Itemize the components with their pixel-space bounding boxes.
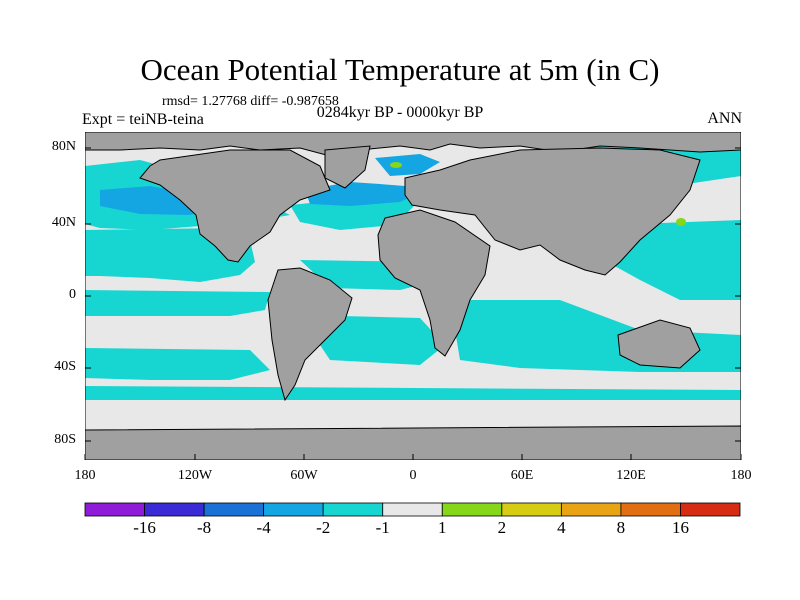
equatorial-pacific-cool-band (85, 290, 270, 316)
colorbar (84, 502, 741, 517)
latitude-ticks (85, 147, 741, 442)
colorbar-swatch (620, 502, 681, 517)
colorbar-swatch (680, 502, 741, 517)
lon-tick-label: 60E (510, 468, 534, 483)
period-label: 0284kyr BP - 0000kyr BP (316, 104, 484, 121)
kuroshio-warm-patch (676, 218, 686, 226)
colorbar-swatch (203, 502, 265, 517)
warm-anomaly-layer (390, 162, 686, 226)
south-pacific-cool-band (85, 348, 270, 380)
eurasia (404, 147, 701, 276)
colorbar-label: -16 (133, 518, 156, 537)
colorbar-label: -8 (196, 518, 212, 537)
north-atlantic-cold-patch (305, 182, 430, 206)
north-america (139, 149, 331, 263)
colorbar-label: 16 (671, 518, 689, 537)
greenland (324, 145, 371, 189)
colorbar-swatch (560, 502, 622, 517)
lon-tick-label: 180 (730, 468, 752, 483)
lat-tick-label: 80S (54, 432, 76, 447)
stats-label: rmsd= 1.27768 diff= -0.987658 (162, 94, 339, 109)
colorbar-label: -1 (375, 518, 390, 537)
lon-tick-label: 60W (290, 468, 318, 483)
lon-tick-label: 120W (177, 468, 213, 483)
colorbar-swatch (144, 502, 205, 517)
nordic-warm-patch (390, 162, 402, 168)
colorbar-swatch (322, 502, 384, 517)
colorbar-swatch (501, 502, 562, 517)
lon-tick-label: 120E (616, 468, 646, 483)
lat-tick-label: 0 (69, 287, 76, 302)
experiment-label: Expt = teiNB-teina (82, 111, 204, 128)
southern-ocean-cool-band (85, 386, 741, 400)
colorbar-swatch (382, 502, 443, 517)
plot-title: Ocean Potential Temperature at 5m (in C) (140, 52, 660, 87)
africa (377, 209, 491, 357)
lat-tick-label: 80N (51, 139, 76, 154)
season-label: ANN (707, 110, 742, 127)
colorbar-label: 1 (438, 518, 447, 537)
colorbar-swatch (84, 502, 145, 517)
south-america (267, 267, 353, 402)
lat-tick-label: 40N (51, 215, 76, 230)
colorbar-label: 8 (616, 518, 626, 537)
map-area (85, 132, 741, 460)
lon-tick-label: 180 (74, 468, 96, 483)
antarctica (85, 425, 741, 460)
colorbar-label: 2 (497, 518, 507, 537)
arctic-land (85, 132, 741, 157)
lat-tick-label: 40S (54, 359, 76, 374)
longitude-ticks (84, 454, 742, 460)
lon-tick-label: 0 (409, 468, 417, 483)
colorbar-swatch (263, 502, 324, 517)
nordic-seas-cold-patch (375, 154, 440, 176)
australia (617, 319, 701, 369)
land-layer (85, 132, 741, 460)
colorbar-label: -4 (256, 518, 271, 537)
colorbar-label: 4 (557, 518, 566, 537)
colorbar-label: -2 (316, 518, 331, 537)
colorbar-swatch (441, 502, 503, 517)
